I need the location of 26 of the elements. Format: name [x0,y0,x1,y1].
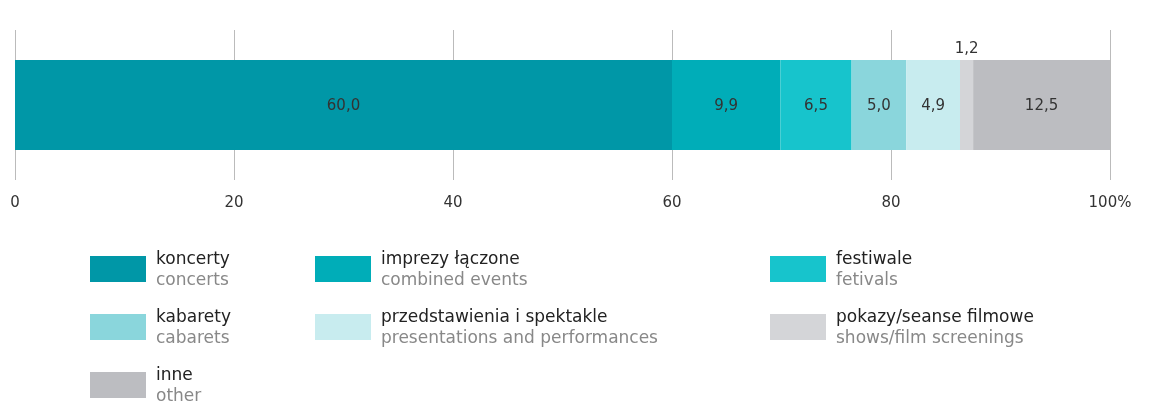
data-label: 12,5 [1024,96,1059,114]
x-tick-label: 0 [10,192,20,211]
data-label: 6,5 [804,96,828,114]
x-tick-label: 100% [1088,192,1132,211]
legend-label: pokazy/seanse filmowe shows/film screenings [836,306,1034,348]
bar [906,60,960,150]
x-tick-label: 20 [224,192,244,211]
data-label: 1,2 [954,38,979,57]
bar [672,60,781,150]
x-tick-label: 80 [881,192,901,211]
legend-label: festiwale fetivals [836,248,913,290]
bar [959,60,974,150]
legend-label: koncerty concerts [156,248,230,290]
x-tick-label: 60 [662,192,682,211]
bar [851,60,907,150]
legend-label: kabarety cabarets [156,306,231,348]
data-label: 9,9 [714,96,739,114]
legend-label: przedstawienia i spektakle presentations and performances [381,306,658,348]
bar [780,60,852,150]
legend-label: imprezy łączone combined events [381,248,528,290]
data-label: 60,0 [326,96,361,114]
bar [15,60,672,150]
data-label: 5,0 [867,96,891,114]
data-label: 4,9 [921,96,946,114]
legend-label: inne other [156,364,202,406]
x-tick-label: 40 [443,192,463,211]
